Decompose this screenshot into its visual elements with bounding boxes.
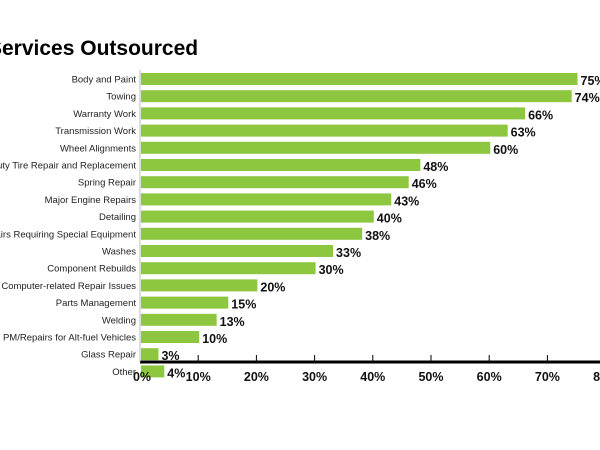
value-label: 74% (575, 91, 600, 105)
tick-label: 50% (418, 370, 443, 384)
category-label: Major Engine Repairs (45, 195, 137, 206)
value-label: 43% (394, 194, 419, 208)
bar (141, 245, 334, 257)
tick-label: 40% (360, 370, 385, 384)
category-label: Computer-related Repair Issues (1, 281, 136, 292)
category-label: Welding (102, 315, 136, 326)
category-label: Detailing (99, 212, 136, 223)
bar (141, 141, 491, 154)
value-label: 63% (511, 126, 536, 140)
tick-label: 80% (593, 370, 600, 384)
category-label: Transmission Work (55, 126, 136, 137)
value-label: 30% (319, 263, 344, 277)
value-label: 20% (260, 280, 285, 294)
tick-label: 20% (244, 370, 269, 384)
value-label: 38% (365, 229, 390, 243)
value-label: 3% (161, 349, 179, 363)
bar (141, 176, 409, 189)
value-label: 13% (220, 315, 245, 329)
bar (141, 73, 578, 85)
bars-group: Body and Paint 75% Towing 74% Warranty Work 6… (0, 73, 600, 380)
value-label: 66% (528, 108, 553, 122)
bar (141, 331, 200, 343)
category-label: Towing (106, 92, 136, 103)
bar (141, 193, 392, 206)
tick-label: 30% (302, 370, 327, 384)
category-label: Component Rebuilds (47, 264, 136, 275)
category-label: Washes (102, 247, 136, 258)
category-label: Body and Paint (72, 75, 137, 86)
bar (141, 227, 363, 240)
chart-title: Services Outsourced (0, 37, 198, 60)
category-label: Warranty Work (73, 109, 136, 120)
tick-label: 10% (186, 370, 211, 384)
category-label: Heavy-duty Tire Repair and Replacement (0, 161, 136, 172)
value-label: 4% (167, 366, 185, 380)
bar (141, 107, 526, 120)
bar (141, 159, 421, 171)
value-label: 48% (423, 160, 448, 174)
bar (141, 313, 217, 326)
category-label: Spring Repair (78, 178, 136, 189)
category-label: Parts Management (56, 298, 137, 309)
bar (141, 348, 159, 361)
bar (141, 365, 165, 378)
bar (141, 210, 374, 223)
tick-label: 70% (535, 370, 560, 384)
value-label: 10% (202, 332, 227, 346)
bar (141, 124, 508, 137)
bar (141, 262, 316, 275)
category-label: Glass Repair (81, 350, 136, 361)
value-label: 60% (493, 143, 518, 157)
tick-label: 60% (477, 370, 502, 384)
value-label: 75% (581, 74, 600, 88)
value-label: 33% (336, 246, 361, 260)
bar (141, 90, 572, 103)
bar (141, 279, 258, 292)
category-label: Other (112, 367, 136, 378)
category-label: PM/Repairs for Alt-fuel Vehicles (3, 333, 136, 344)
value-label: 15% (231, 298, 256, 312)
category-label: Repairs Requiring Special Equipment (0, 229, 136, 240)
x-axis-ticks: 0% 10% 20% 30% 40% 50% 60% 70% 80% (133, 355, 600, 384)
category-label: Wheel Alignments (60, 143, 136, 154)
bar (141, 296, 229, 309)
value-label: 40% (377, 212, 402, 226)
value-label: 46% (412, 177, 437, 191)
tick-label: 0% (133, 370, 151, 384)
